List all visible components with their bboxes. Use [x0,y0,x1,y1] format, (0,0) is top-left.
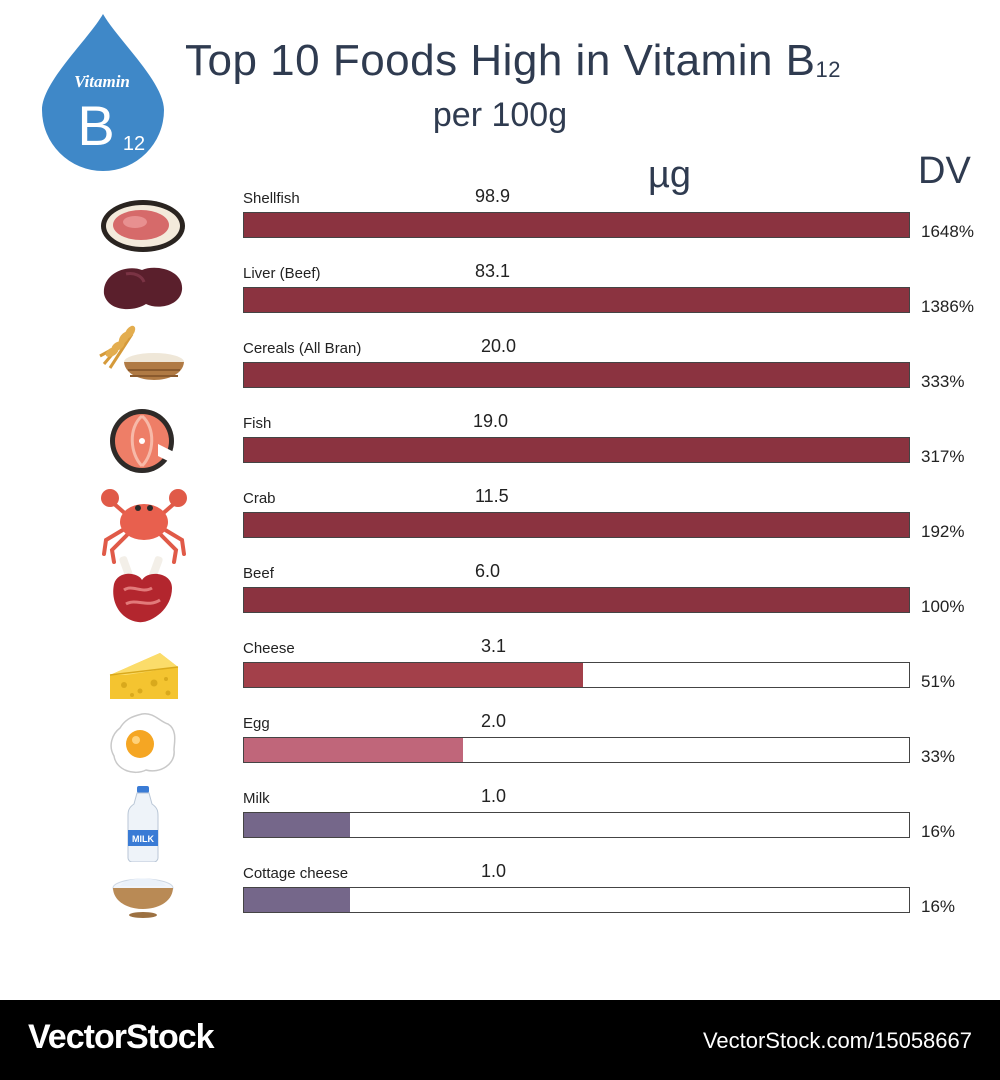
cheese-icon [106,651,180,708]
footer-bar: VectorStock VectorStock.com/15058667 [0,1000,1000,1080]
bar [244,813,351,837]
svg-text:MILK: MILK [132,834,154,844]
value-label: 83.1 [475,261,511,281]
value-label: 98.9 [475,186,511,206]
shellfish-icon [99,196,187,261]
crab-icon [98,478,190,569]
beef-icon [108,554,178,631]
chart-title: Top 10 Foods High in Vitamin B12 [0,36,1000,86]
category-label: Cheese [243,640,295,657]
category-label: Beef [243,565,274,582]
dv-label: 16% [921,822,956,841]
bar-track [243,662,910,688]
bar-track [243,512,910,538]
bar [244,513,909,537]
bar [244,888,351,912]
category-label: Egg [243,715,270,732]
bar-track [243,812,910,838]
value-label: 1.0 [481,861,507,881]
bar-track [243,437,910,463]
bar-track [243,287,910,313]
value-label: 11.5 [475,486,509,506]
egg-icon [108,710,178,781]
dv-label: 192% [921,522,965,541]
infographic: Vitamin B 12 Top 10 Foods High in Vitami… [0,14,1000,927]
chart-subtitle: per 100g [432,96,568,134]
badge-b-text: B [77,94,114,157]
vitamin-b12-drop-icon: Vitamin B 12 [42,14,164,171]
value-label: 20.0 [481,336,517,356]
cereal-bowl-icon [96,318,188,403]
dv-label: 1648% [921,222,974,241]
bar [244,213,909,237]
category-label: Crab [243,490,276,507]
bar [244,363,909,387]
milk-bottle-icon: MILK [126,786,160,867]
bar-track [243,212,910,238]
footer-url: VectorStock.com/15058667 [702,1028,972,1053]
dv-label: 333% [921,372,965,391]
cottage-cheese-icon [110,872,176,927]
value-label: 1.0 [481,786,507,806]
badge-vitamin-text: Vitamin [74,72,130,91]
category-label: Milk [243,790,270,807]
liver-icon [98,260,188,319]
bar-track [243,587,910,613]
category-label: Liver (Beef) [243,265,321,282]
bar [244,588,909,612]
dv-label: 317% [921,447,965,466]
dv-label: 33% [921,747,956,766]
chart-title-subscript: 12 [815,57,841,82]
bar-track [243,887,910,913]
value-label: 6.0 [475,561,501,581]
value-label: 2.0 [481,711,507,731]
category-label: Cereals (All Bran) [243,340,362,357]
category-label: Shellfish [243,190,300,207]
value-column-header: µg [648,154,692,196]
fish-steak-icon [108,406,178,481]
bar-track [243,737,910,763]
dv-label: 51% [921,672,956,691]
footer-logo: VectorStock [28,1018,215,1056]
bar [244,663,584,687]
bar [244,438,909,462]
bar [244,288,909,312]
dv-label: 16% [921,897,956,916]
dv-column-header: DV [918,150,971,192]
category-label: Cottage cheese [243,865,349,882]
bar [244,738,464,762]
value-label: 3.1 [481,636,507,656]
dv-label: 100% [921,597,965,616]
value-label: 19.0 [473,411,509,431]
chart-title-main: Top 10 Foods High in Vitamin B [184,36,816,85]
badge-sub-text: 12 [123,133,145,155]
category-label: Fish [243,415,272,432]
bar-track [243,362,910,388]
dv-label: 1386% [921,297,974,316]
